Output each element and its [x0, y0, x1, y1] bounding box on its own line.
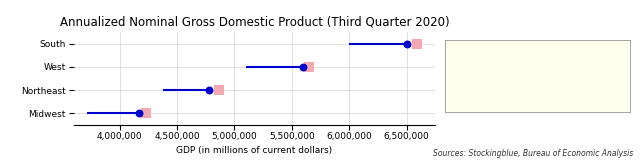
Point [204, 89, 214, 91]
Point [298, 66, 308, 68]
Legend: Current Level, Previous Quarter, Previous Year: Current Level, Previous Quarter, Previou… [447, 57, 547, 100]
Point [214, 89, 225, 91]
Point [141, 112, 151, 115]
Point [401, 42, 412, 45]
Text: Sources: Stockingblue, Bureau of Economic Analysis: Sources: Stockingblue, Bureau of Economi… [433, 149, 634, 158]
X-axis label: GDP (in millions of current dollars): GDP (in millions of current dollars) [177, 146, 332, 155]
Title: Annualized Nominal Gross Domestic Product (Third Quarter 2020): Annualized Nominal Gross Domestic Produc… [60, 15, 449, 28]
Point [134, 112, 144, 115]
Point [412, 42, 422, 45]
Point [304, 66, 314, 68]
